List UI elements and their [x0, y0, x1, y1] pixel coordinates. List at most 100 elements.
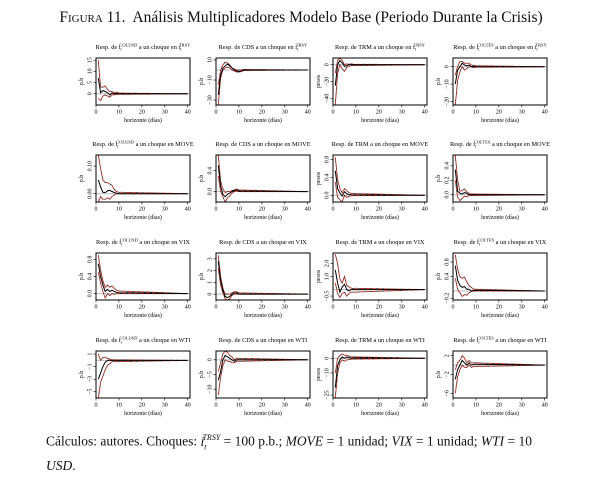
band-lower-red — [454, 278, 545, 298]
x-tick-label: 40 — [542, 305, 548, 311]
y-tick-label: 0.0 — [208, 188, 214, 196]
y-axis-label: pesos — [316, 269, 322, 283]
panel-title: Resp. de itCOLTES a un choque en itTRSY — [453, 43, 547, 52]
caption-text: = 1 unidad; — [412, 433, 481, 449]
band-lower-black — [97, 272, 188, 299]
band-upper-red — [217, 350, 308, 372]
x-axis-label: horizonte (días) — [124, 410, 162, 417]
x-tick-label: 30 — [519, 207, 525, 213]
caption-move: MOVE — [285, 433, 324, 449]
x-axis-label: horizonte (días) — [244, 214, 282, 221]
figure-title: Figura 11. Análisis Multiplicadores Mode… — [0, 9, 602, 27]
band-lower-black — [217, 175, 308, 203]
response-var-base: i — [116, 141, 118, 148]
x-tick-label: 0 — [332, 110, 335, 116]
band-lower-black — [334, 181, 425, 203]
shock-var-base: MOVE — [410, 141, 429, 148]
x-tick-label: 40 — [305, 110, 311, 116]
x-tick-label: 30 — [282, 207, 288, 213]
shock-var-sub: t — [415, 47, 417, 52]
band-lower-red — [454, 180, 545, 202]
y-tick-label: 0.8 — [88, 256, 94, 264]
band-upper-red — [217, 255, 308, 295]
shock-var-base: WTI — [178, 337, 190, 344]
title-mid: a un choque en — [372, 239, 413, 246]
x-tick-label: 40 — [185, 207, 191, 213]
x-tick-label: 20 — [496, 305, 502, 311]
response-var-sub: t — [479, 242, 481, 247]
x-tick-label: 30 — [399, 403, 405, 409]
x-tick-label: 10 — [236, 207, 242, 213]
irf-line — [217, 354, 308, 381]
x-tick-label: 10 — [116, 305, 122, 311]
shock-var-sup: TRSY — [535, 43, 547, 48]
x-tick-label: 0 — [215, 305, 218, 311]
figure-label: Figura 11. — [59, 9, 126, 26]
y-axis-label: p.b — [436, 175, 442, 183]
y-tick-label: 0.00 — [88, 188, 94, 199]
band-upper-red — [334, 157, 425, 196]
band-upper-black — [334, 353, 425, 374]
y-tick-label: −30 — [208, 95, 214, 104]
plot-frame — [95, 57, 191, 106]
y-axis-label: p.b — [436, 371, 442, 379]
figure-caption: Cálculos: autores. Choques: itTRSY = 100… — [46, 428, 586, 475]
x-tick-label: 0 — [332, 403, 335, 409]
irf-line — [454, 359, 545, 380]
y-axis-label: p.b — [199, 175, 205, 183]
panel-title: Resp. de TRM a un choque en VIX — [336, 239, 425, 246]
title-prefix: Resp. de — [335, 44, 358, 51]
plot-frame — [332, 350, 428, 399]
irf-panel: Resp. de TRM a un choque en VIX 0 10 20 30 40… — [316, 239, 428, 319]
shock-var-base: i — [178, 44, 180, 51]
band-upper-red — [454, 354, 545, 370]
band-upper-red — [217, 154, 308, 194]
x-tick-label: 10 — [473, 305, 479, 311]
title-mid: a un choque en — [139, 44, 179, 51]
x-tick-label: 0 — [95, 110, 98, 116]
y-tick-label: 2.0 — [325, 260, 331, 268]
band-upper-black — [97, 154, 188, 195]
band-lower-red — [334, 181, 425, 203]
y-tick-label: 0 — [208, 358, 214, 361]
band-upper-red — [334, 353, 425, 374]
shock-var-sub: t — [536, 47, 538, 52]
band-lower-red — [97, 193, 188, 203]
plot-frame — [95, 350, 191, 399]
y-tick-label: 1 — [208, 281, 214, 284]
title-mid: a un choque en — [251, 141, 292, 148]
plot-frame — [332, 154, 428, 203]
y-tick-label: −25 — [325, 390, 331, 399]
response-var-sub: t — [475, 144, 477, 149]
x-tick-label: 0 — [95, 403, 98, 409]
panel-title: Resp. de CDS a un choque en itTRSY — [219, 43, 308, 52]
x-tick-label: 10 — [473, 207, 479, 213]
band-lower-red — [454, 65, 545, 106]
response-var-base: i — [119, 44, 121, 51]
caption-var-sup: TRSY — [202, 433, 221, 442]
band-upper-black — [97, 60, 188, 95]
plot-frame — [452, 154, 548, 203]
y-tick-label: 0 — [325, 357, 331, 360]
x-tick-label: 30 — [282, 110, 288, 116]
x-tick-label: 10 — [473, 403, 479, 409]
x-tick-label: 10 — [236, 403, 242, 409]
x-tick-label: 20 — [259, 403, 265, 409]
irf-panel: Resp. de TRM a un choque en MOVE 0 10 20 30 4… — [316, 141, 428, 221]
y-tick-label: −20 — [325, 77, 331, 86]
x-tick-label: 10 — [353, 403, 359, 409]
y-axis-label: p.b — [436, 273, 442, 281]
x-tick-label: 0 — [452, 207, 455, 213]
title-prefix: Resp. de — [332, 141, 355, 148]
response-var-sub: t — [117, 144, 119, 149]
x-tick-label: 40 — [422, 110, 428, 116]
caption-wti: WTI — [480, 433, 505, 449]
band-upper-black — [454, 254, 545, 292]
shock-var-base: WTI — [413, 337, 425, 344]
x-tick-label: 10 — [353, 305, 359, 311]
y-axis-label: p.b — [199, 78, 205, 86]
x-axis-label: horizonte (días) — [361, 214, 399, 221]
y-axis-label: pesos — [316, 74, 322, 88]
response-var-sup: COLTES — [474, 140, 491, 145]
